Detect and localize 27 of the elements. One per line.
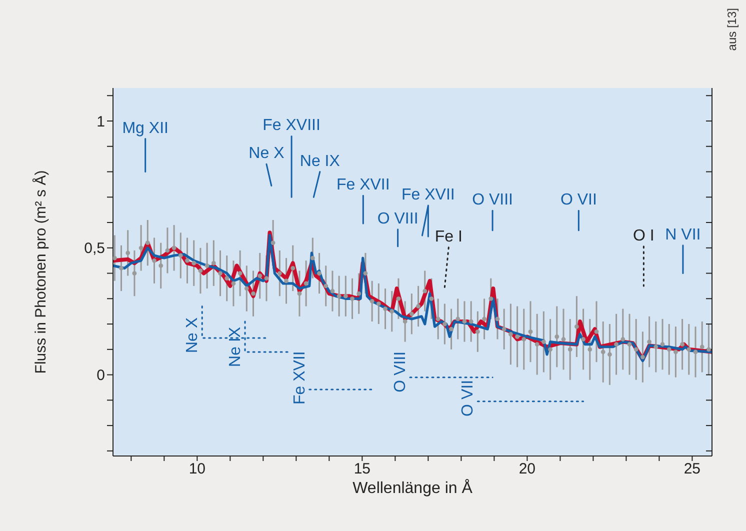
annotation: Fe XVII [290,351,308,405]
annotation: Ne X [248,145,285,162]
x-axis-title: Wellenlänge in Å [352,479,473,497]
annotation: Fe XVII [401,186,455,204]
y-tick-label: 1 [96,113,105,130]
annotation: Fe XVIII [262,117,320,134]
x-tick-label: 10 [188,460,206,478]
annotation: Mg XII [122,120,168,137]
x-tick-label: 15 [354,460,371,478]
annotation: Fe I [434,228,462,246]
annotation: O VIII [472,192,513,209]
annotation: O VIII [392,351,409,392]
annotation: Ne IX [300,152,340,170]
x-tick-label: 20 [518,460,536,478]
annotation: Ne X [184,317,201,353]
x-tick-label: 25 [684,460,701,478]
annotation: Ne IX [226,326,244,367]
annotation: O VIII [377,210,418,228]
annotation: O VII [459,380,476,416]
y-tick-label: 0,5 [84,240,105,258]
annotation: O I [633,227,654,244]
y-tick-label: 0 [96,367,105,384]
annotation: N VII [665,226,701,244]
annotation: Fe XVII [336,176,390,194]
annotation: O VII [560,192,597,209]
text: aus [13] [725,8,739,51]
y-axis-title: Fluss in Photonen pro (m² s Å) [31,170,50,374]
